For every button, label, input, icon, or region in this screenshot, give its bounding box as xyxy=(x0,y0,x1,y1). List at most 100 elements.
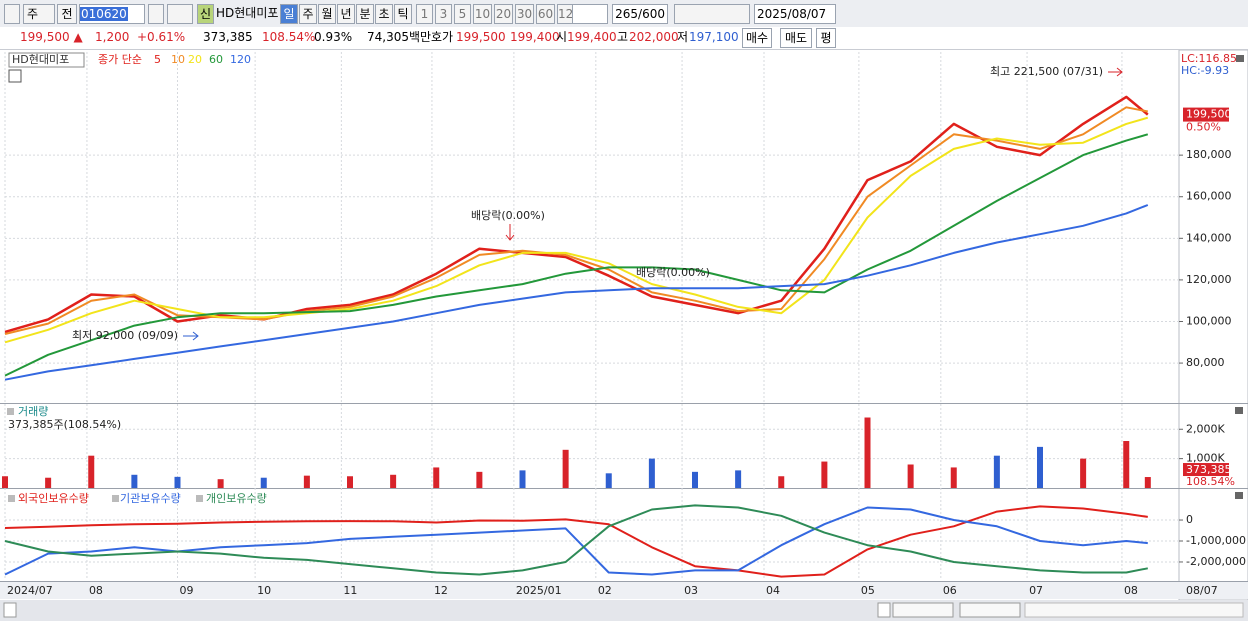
current-price-box xyxy=(1183,107,1229,122)
annotation-arrow xyxy=(1108,67,1123,77)
trade-button[interactable]: 평 xyxy=(816,28,836,48)
trade-button[interactable]: 매수 xyxy=(742,28,772,48)
x-tick-label: 02 xyxy=(598,584,612,597)
x-tick-label: 08 xyxy=(1124,584,1138,597)
period-button[interactable]: 분 xyxy=(356,4,374,24)
legend-entry: 120 xyxy=(230,53,251,66)
legend-entry: 기관보유수량 xyxy=(120,492,181,505)
legend-method: 종가 단순 xyxy=(98,53,142,66)
annotation: 최저 92,000 (09/09) xyxy=(72,329,178,342)
annotation-arrow xyxy=(183,331,199,341)
pane-close[interactable] xyxy=(1235,407,1243,414)
x-tick-label: 12 xyxy=(434,584,448,597)
code-input[interactable]: 010620 xyxy=(79,4,145,24)
interval-button[interactable]: 3 xyxy=(435,4,452,24)
date-end-label: 08/07 xyxy=(1186,584,1218,597)
volume-bar xyxy=(1080,458,1087,488)
volume-ratio: 108.54% xyxy=(262,30,316,44)
table-icon[interactable] xyxy=(8,69,22,83)
x-tick-label: 10 xyxy=(257,584,271,597)
volume-bar xyxy=(1123,441,1130,488)
blank-select[interactable] xyxy=(572,4,608,24)
interval-button[interactable]: 5 xyxy=(454,4,471,24)
legend-swatch xyxy=(8,495,15,502)
playback-controls[interactable] xyxy=(892,602,954,618)
volume-bar xyxy=(347,476,353,488)
zoom-slider[interactable] xyxy=(959,602,1021,618)
legend-name-box xyxy=(8,52,85,68)
period-button[interactable]: 년 xyxy=(337,4,355,24)
trade-button[interactable]: 매도 xyxy=(780,28,812,48)
current-volume-rate: 108.54% xyxy=(1186,475,1235,488)
menu-icon[interactable] xyxy=(4,4,20,24)
annotation: 최고 221,500 (07/31) xyxy=(990,65,1103,78)
interval-button[interactable]: 10 xyxy=(473,4,492,24)
period-button[interactable]: 주 xyxy=(299,4,317,24)
x-tick-label: 06 xyxy=(943,584,957,597)
code-prefix[interactable]: 전 xyxy=(57,4,77,24)
series-line xyxy=(4,106,1148,335)
y-tick-label: -2,000,000 xyxy=(1186,555,1246,568)
volume-bar xyxy=(821,461,828,488)
volume-bar xyxy=(864,417,871,488)
volume-bar xyxy=(45,477,52,488)
annotation-arrow xyxy=(505,224,515,241)
change-rate: +0.61% xyxy=(137,30,186,44)
high-label: 고 xyxy=(617,30,629,44)
pane-close[interactable] xyxy=(1236,55,1244,62)
legend-entry: 60 xyxy=(209,53,223,66)
volume-title: 거래량 xyxy=(18,405,48,418)
volume-bar xyxy=(907,464,914,488)
period-button[interactable]: 틱 xyxy=(394,4,412,24)
count-box[interactable]: 265/600 xyxy=(612,4,668,24)
y-tick-label: 80,000 xyxy=(1186,356,1225,369)
current-volume-box xyxy=(1183,463,1229,477)
series-line xyxy=(4,505,1148,578)
x-tick-label: 2025/01 xyxy=(516,584,562,597)
volume-bar xyxy=(735,470,742,488)
series-line xyxy=(4,504,1148,576)
x-tick-label: 2024/07 xyxy=(7,584,53,597)
volume-bar xyxy=(605,473,612,488)
legend-entry: 개인보유수량 xyxy=(206,492,267,505)
annotation: 배당락(0.00%) xyxy=(471,209,545,222)
chart-tools[interactable] xyxy=(1024,602,1244,618)
sound-button[interactable] xyxy=(167,4,193,24)
tool-icons[interactable] xyxy=(674,4,750,24)
volume-bar xyxy=(1144,477,1151,488)
scroll-right[interactable] xyxy=(877,602,891,618)
series-line xyxy=(4,506,1148,576)
interval-button[interactable]: 30 xyxy=(515,4,534,24)
market-select[interactable]: 주 xyxy=(23,4,55,24)
badge[interactable]: 신 xyxy=(197,4,214,24)
volume-bar xyxy=(260,477,267,488)
period-button[interactable]: 초 xyxy=(375,4,393,24)
legend-entry: 10 xyxy=(171,53,185,66)
period-button[interactable]: 월 xyxy=(318,4,336,24)
hc-label: HC:-9.93 xyxy=(1181,64,1229,77)
volume-bar xyxy=(433,467,440,488)
series-line xyxy=(4,133,1149,377)
current-rate: 0.50% xyxy=(1186,121,1221,134)
legend-entry: 외국인보유수량 xyxy=(18,492,89,505)
high: 202,000 xyxy=(629,30,679,44)
pane-close[interactable] xyxy=(1235,492,1243,499)
date-input[interactable]: 2025/08/07 xyxy=(754,4,836,24)
interval-button[interactable]: 20 xyxy=(494,4,513,24)
period-button[interactable]: 일 xyxy=(280,4,298,24)
legend-entry: 5 xyxy=(154,53,161,66)
legend-name: HD현대미포 xyxy=(12,53,69,66)
volume: 373,385 xyxy=(203,30,253,44)
y-tick-label: 180,000 xyxy=(1186,148,1232,161)
interval-button[interactable]: 60 xyxy=(536,4,555,24)
series-line xyxy=(4,95,1149,334)
low: 197,100 xyxy=(689,30,739,44)
y-tick-label: 2,000K xyxy=(1186,422,1225,435)
interval-button[interactable]: 1 xyxy=(416,4,433,24)
volume-bar xyxy=(692,471,698,488)
volume-bar xyxy=(303,475,310,488)
scroll-left[interactable] xyxy=(3,602,17,618)
search-button[interactable] xyxy=(148,4,164,24)
